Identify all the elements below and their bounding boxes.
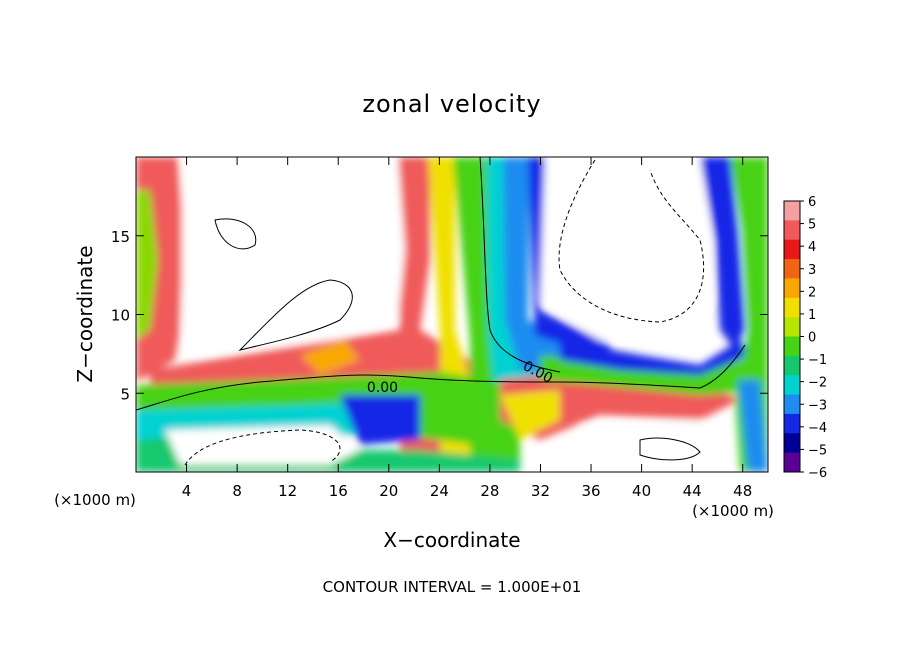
x-tick-label: 20: [379, 482, 398, 500]
colorbar-swatch: [784, 375, 800, 396]
footer-contour-interval: CONTOUR INTERVAL = 1.000E+01: [323, 578, 582, 596]
contour-lines: [136, 157, 746, 466]
y-tick-label: 15: [111, 228, 130, 246]
x-tick-label: 8: [232, 482, 242, 500]
field-white-lower-left: [165, 425, 360, 465]
field-center-blue: [503, 157, 590, 380]
colorbar-tick-label: 5: [808, 218, 816, 233]
y-tick-label: 5: [120, 385, 130, 403]
x-unit-right: (×1000 m): [692, 502, 774, 520]
contour-small-blob: [214, 218, 257, 250]
colorbar-swatch: [784, 201, 800, 221]
colorbar-swatch: [784, 336, 800, 357]
contour-dashed-lower-left: [184, 429, 341, 466]
colorbar-swatch: [784, 220, 800, 241]
x-tick-label: 44: [683, 482, 702, 500]
field-white-upper-left: [182, 157, 405, 355]
x-tick-label: 16: [329, 482, 348, 500]
colorbar-tick-label: −1: [808, 353, 827, 368]
contour-zero-jet: [479, 157, 561, 373]
contour-upper-blob: [238, 279, 353, 351]
field-white-lower-right: [580, 420, 720, 462]
x-tick-label: 28: [480, 482, 499, 500]
colorbar-swatch: [784, 452, 800, 473]
velocity-field: [136, 157, 768, 472]
colorbar-swatch: [784, 317, 800, 337]
field-center-darkblue: [528, 157, 610, 360]
colorbar-swatch: [784, 413, 800, 434]
colorbar-swatch: [784, 433, 800, 454]
x-tick-label: 48: [733, 482, 752, 500]
colorbar-tick-label: −5: [808, 443, 827, 458]
colorbar-tick-label: 4: [808, 240, 816, 255]
x-axis-label: X−coordinate: [383, 528, 520, 552]
field-left-green: [136, 190, 158, 340]
colorbar-tick-label: −3: [808, 398, 827, 413]
y-axis-label: Z−coordinate: [73, 245, 97, 382]
x-unit-left: (×1000 m): [54, 491, 136, 509]
contour-label: 0.00: [367, 380, 398, 396]
field-white-upper-right: [540, 157, 712, 340]
x-tick-label: 32: [531, 482, 550, 500]
x-tick-label: 12: [278, 482, 297, 500]
field-low-blue: [340, 395, 420, 445]
plot-area: [136, 157, 768, 472]
colorbar-swatch: [784, 297, 800, 318]
x-axis: 4 8 12 16 20 24 28 32 36 40 44 48: [182, 157, 752, 500]
x-tick-label: 36: [581, 482, 600, 500]
colorbar-tick-label: 6: [808, 195, 816, 210]
colorbar-tick-label: −6: [808, 466, 827, 481]
colorbar-swatch: [784, 394, 800, 415]
field-right-band-darkblue: [560, 340, 750, 375]
colorbar-tick-label: 3: [808, 263, 816, 278]
colorbar-tick-label: −2: [808, 376, 827, 391]
field-right-column-blue: [738, 380, 768, 472]
colorbar-tick-label: 1: [808, 308, 816, 323]
field-shear-orange: [300, 340, 360, 375]
field-center-cyan: [486, 157, 540, 400]
colorbar: 6 5 4 3 2 1 0 −1 −2 −3 −4 −5 −6: [783, 195, 827, 481]
y-axis: 5 10 15: [111, 228, 768, 403]
field-right-low-yellow: [500, 390, 560, 440]
colorbar-swatch: [784, 355, 800, 376]
colorbar-tick-label: 2: [808, 285, 816, 300]
y-tick-label: 10: [111, 307, 130, 325]
field-right-column-darkblue: [700, 157, 745, 350]
x-tick-label: 40: [632, 482, 651, 500]
colorbar-tick-label: 0: [808, 331, 816, 346]
contour-zero-main: [136, 344, 746, 411]
x-tick-label: 24: [430, 482, 449, 500]
colorbar-swatch: [784, 239, 800, 260]
contour-right-lower: [639, 437, 701, 461]
colorbar-swatch: [784, 278, 800, 299]
chart-title: zonal velocity: [362, 90, 541, 118]
colorbar-swatch: [784, 259, 800, 279]
colorbar-tick-label: −4: [808, 421, 827, 436]
x-tick-label: 4: [182, 482, 192, 500]
contour-dashed-right: [558, 159, 705, 323]
